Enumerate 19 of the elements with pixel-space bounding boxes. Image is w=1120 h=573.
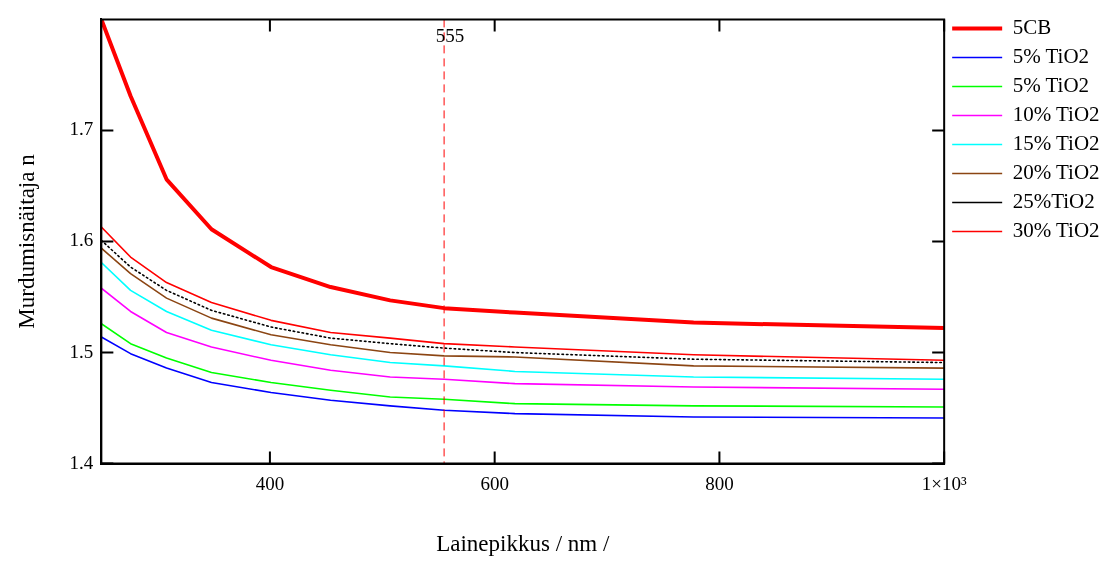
- x-axis-title: Lainepikkus / nm /: [436, 531, 610, 557]
- legend-label: 15% TiO2: [1012, 131, 1100, 156]
- y-tick-label: 1.7: [69, 118, 94, 140]
- y-tick-label: 1.5: [69, 340, 94, 362]
- y-tick-label: 1.6: [69, 229, 94, 251]
- legend-label: 20% TiO2: [1012, 160, 1100, 185]
- y-axis-title: Murdumisnäitaja n: [13, 153, 39, 329]
- x-tick-label: 800: [705, 472, 734, 494]
- x-tick-label: 600: [480, 472, 509, 494]
- ref-line-label: 555: [435, 24, 465, 46]
- legend-label: 10% TiO2: [1012, 102, 1100, 127]
- legend-label: 5% TiO2: [1012, 44, 1090, 69]
- x-tick-label: 400: [255, 472, 285, 494]
- legend-label: 30% TiO2: [1012, 218, 1100, 243]
- x-tick-label: 1×10³: [921, 472, 967, 494]
- y-tick-label: 1.4: [69, 451, 94, 473]
- legend-label: 5% TiO2: [1012, 73, 1090, 98]
- legend-label: 25%TiO2: [1012, 189, 1095, 214]
- legend-label: 5CB: [1012, 15, 1052, 40]
